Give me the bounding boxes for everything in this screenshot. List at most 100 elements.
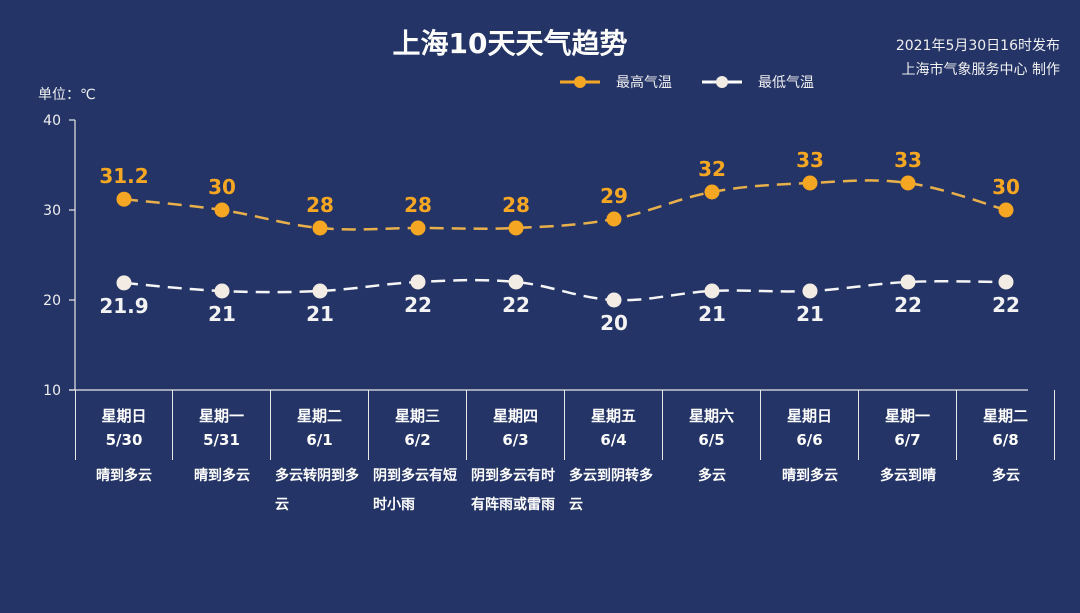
y-tick-label: 10 (43, 383, 61, 399)
day-column: 星期二 6/8 多云 (957, 390, 1055, 520)
page-title: 上海10天天气趋势 (392, 27, 628, 60)
low-temp-value-label: 21 (208, 302, 236, 326)
day-column: 星期一 5/31 晴到多云 (173, 390, 271, 520)
low-temp-value-label: 21 (698, 302, 726, 326)
weather-description: 多云到阴转多云 (569, 468, 653, 513)
weather-description: 晴到多云 (96, 468, 152, 484)
day-column: 星期一 6/7 多云到晴 (859, 390, 957, 520)
low-temp-point[interactable] (606, 292, 622, 308)
day-header: 星期五 6/4 (565, 390, 663, 460)
legend-label-low: 最低气温 (758, 75, 814, 91)
high-temp-point[interactable] (704, 184, 720, 200)
low-temp-point[interactable] (410, 274, 426, 290)
weekday-label: 星期日 (101, 407, 147, 425)
date-label: 6/6 (796, 431, 823, 449)
date-label: 6/3 (502, 431, 529, 449)
low-temp-point[interactable] (900, 274, 916, 290)
high-temp-point[interactable] (214, 202, 230, 218)
date-label: 6/1 (306, 431, 333, 449)
weather-description: 多云 (698, 468, 726, 484)
y-tick-label: 30 (43, 203, 61, 219)
unit-label: 单位：℃ (38, 87, 96, 103)
publish-info: 2021年5月30日16时发布 上海市气象服务中心 制作 (896, 34, 1060, 82)
weather-description: 多云 (992, 468, 1020, 484)
high-temp-point[interactable] (802, 175, 818, 191)
low-temp-value-label: 21 (796, 302, 824, 326)
low-temp-value-label: 22 (502, 293, 530, 317)
weekday-label: 星期一 (198, 407, 244, 425)
high-temp-point[interactable] (116, 191, 132, 207)
low-series-marker-icon (702, 76, 742, 88)
weekday-label: 星期二 (296, 407, 342, 425)
low-temp-point[interactable] (802, 283, 818, 299)
low-temp-line (123, 278, 1007, 302)
date-label: 6/7 (894, 431, 921, 449)
weather-description: 阴到多云有短时小雨 (373, 468, 457, 513)
high-temp-value-label: 32 (698, 157, 726, 181)
day-columns: 星期日 5/30 晴到多云 星期一 5/31 晴到多云 星期二 6/1 多云转阴… (75, 390, 1055, 520)
day-header: 星期一 6/7 (859, 390, 957, 460)
weekday-label: 星期日 (786, 407, 832, 425)
low-temp-point[interactable] (998, 274, 1014, 290)
weekday-label: 星期三 (394, 407, 440, 425)
weather-description: 多云转阴到多云 (275, 468, 359, 513)
date-label: 5/31 (203, 431, 240, 449)
low-temp-point[interactable] (508, 274, 524, 290)
day-header: 星期日 6/6 (761, 390, 859, 460)
date-label: 6/4 (600, 431, 627, 449)
high-temp-value-label: 29 (600, 184, 628, 208)
low-temp-value-label: 22 (992, 293, 1020, 317)
high-temp-point[interactable] (312, 220, 328, 236)
legend-label-high: 最高气温 (616, 75, 672, 91)
high-temp-point[interactable] (606, 211, 622, 227)
high-temp-point[interactable] (410, 220, 426, 236)
day-header: 星期日 5/30 (75, 390, 173, 460)
high-temp-point[interactable] (998, 202, 1014, 218)
day-header: 星期六 6/5 (663, 390, 761, 460)
low-temp-point[interactable] (312, 283, 328, 299)
weather-description: 晴到多云 (194, 468, 250, 484)
y-tick-label: 40 (43, 113, 61, 129)
high-temp-value-label: 28 (404, 193, 432, 217)
date-label: 5/30 (105, 431, 143, 449)
weekday-label: 星期四 (492, 407, 538, 425)
weekday-label: 星期六 (688, 407, 734, 425)
date-label: 6/2 (404, 431, 431, 449)
low-temp-value-label: 21 (306, 302, 334, 326)
weather-description: 阴到多云有时有阵雨或雷雨 (471, 468, 555, 513)
weekday-label: 星期二 (982, 407, 1028, 425)
low-temp-point[interactable] (704, 283, 720, 299)
low-temp-value-label: 21.9 (99, 294, 148, 318)
chart-legend: 最高气温 最低气温 (560, 72, 844, 92)
high-temp-value-label: 30 (992, 175, 1020, 199)
low-temp-value-label: 22 (894, 293, 922, 317)
day-column: 星期五 6/4 多云到阴转多云 (565, 390, 663, 520)
day-column: 星期六 6/5 多云 (663, 390, 761, 520)
date-label: 6/8 (992, 431, 1019, 449)
y-tick-label: 20 (43, 293, 61, 309)
low-temp-point[interactable] (214, 283, 230, 299)
high-temp-value-label: 31.2 (99, 164, 148, 188)
low-temp-point[interactable] (116, 275, 132, 291)
day-column: 星期日 5/30 晴到多云 (75, 390, 173, 520)
legend-item-low[interactable]: 最低气温 (702, 72, 814, 92)
high-temp-point[interactable] (508, 220, 524, 236)
weekday-label: 星期五 (590, 407, 636, 425)
high-temp-value-label: 28 (306, 193, 334, 217)
day-header: 星期二 6/1 (271, 390, 369, 460)
high-temp-point[interactable] (900, 175, 916, 191)
day-header: 星期四 6/3 (467, 390, 565, 460)
day-header: 星期一 5/31 (173, 390, 271, 460)
low-temp-value-label: 20 (600, 311, 628, 335)
high-series-marker-icon (560, 76, 600, 88)
producer: 上海市气象服务中心 制作 (901, 62, 1060, 78)
legend-item-high[interactable]: 最高气温 (560, 72, 672, 92)
publish-time: 2021年5月30日16时发布 (895, 38, 1060, 54)
low-temp-value-label: 22 (404, 293, 432, 317)
high-temp-line (123, 179, 1007, 231)
day-header: 星期二 6/8 (957, 390, 1055, 460)
high-temp-value-label: 33 (796, 148, 824, 172)
day-column: 星期二 6/1 多云转阴到多云 (271, 390, 369, 520)
day-column: 星期三 6/2 阴到多云有短时小雨 (369, 390, 467, 520)
weekday-label: 星期一 (884, 407, 930, 425)
